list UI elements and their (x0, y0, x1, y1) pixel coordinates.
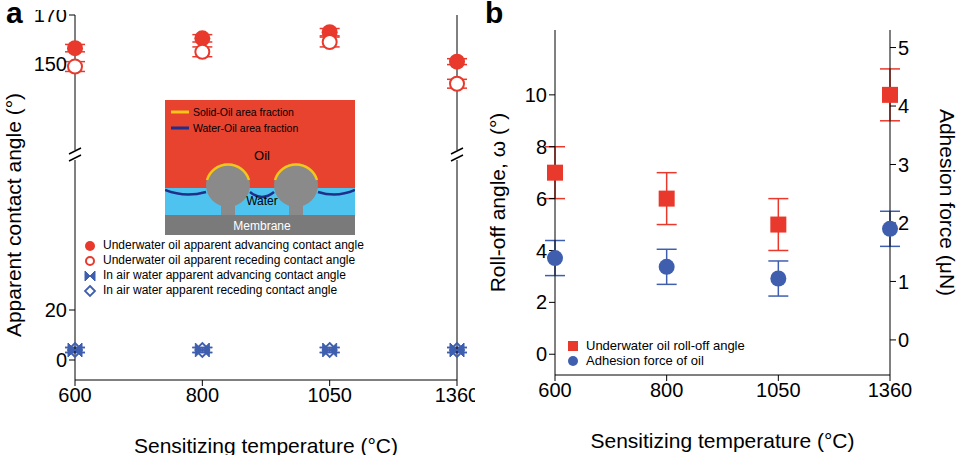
svg-text:1: 1 (898, 271, 909, 293)
svg-text:Sensitizing temperature (°C): Sensitizing temperature (°C) (134, 434, 398, 455)
svg-text:3: 3 (898, 154, 909, 176)
html-text:Apparent contact angle (°): Apparent contact angle (°) (2, 92, 25, 338)
svg-text:Solid-Oil area fraction: Solid-Oil area fraction (193, 106, 294, 118)
svg-text:8: 8 (536, 136, 547, 158)
svg-text:1360: 1360 (435, 384, 475, 406)
svg-text:10: 10 (525, 84, 547, 106)
svg-text:Adhesion force (μN): Adhesion force (μN) (936, 109, 959, 296)
html-text:In air water apparent receding: In air water apparent receding contact a… (103, 283, 338, 297)
svg-text:800: 800 (650, 379, 683, 401)
svg-text:1050: 1050 (756, 379, 801, 401)
svg-text:Membrane: Membrane (233, 219, 291, 233)
svg-text:0: 0 (56, 349, 67, 371)
svg-text:1360: 1360 (868, 379, 913, 401)
svg-text:2: 2 (898, 212, 909, 234)
svg-text:4: 4 (898, 95, 909, 117)
svg-text:600: 600 (538, 379, 571, 401)
html-text:Adhesion force of oil: Adhesion force of oil (586, 353, 704, 368)
html-text:Underwater oil apparent recedi: Underwater oil apparent receding contact… (103, 253, 356, 267)
svg-text:600: 600 (58, 384, 91, 406)
svg-text:150: 150 (34, 53, 67, 75)
svg-text:20: 20 (45, 299, 67, 321)
svg-text:800: 800 (186, 384, 219, 406)
svg-text:Water-Oil area fraction: Water-Oil area fraction (193, 122, 298, 134)
svg-text:4: 4 (536, 240, 547, 262)
svg-text:0: 0 (536, 343, 547, 365)
svg-text:Water: Water (246, 194, 278, 208)
svg-text:Oil: Oil (254, 148, 270, 163)
html-text:Underwater oil roll-off angle: Underwater oil roll-off angle (586, 338, 745, 353)
svg-text:0: 0 (898, 329, 909, 351)
svg-text:170: 170 (34, 10, 67, 26)
svg-text:5: 5 (898, 37, 909, 59)
svg-text:2: 2 (536, 291, 547, 313)
html-text:Underwater oil apparent advanc: Underwater oil apparent advancing contac… (103, 238, 364, 252)
svg-text:6: 6 (536, 188, 547, 210)
svg-text:Sensitizing temperature (°C): Sensitizing temperature (°C) (591, 429, 855, 452)
html-text:In air water apparent advancin: In air water apparent advancing contact … (103, 268, 346, 282)
svg-text:1050: 1050 (307, 384, 352, 406)
svg-text:Roll-off angle, ω (°): Roll-off angle, ω (°) (486, 113, 509, 293)
